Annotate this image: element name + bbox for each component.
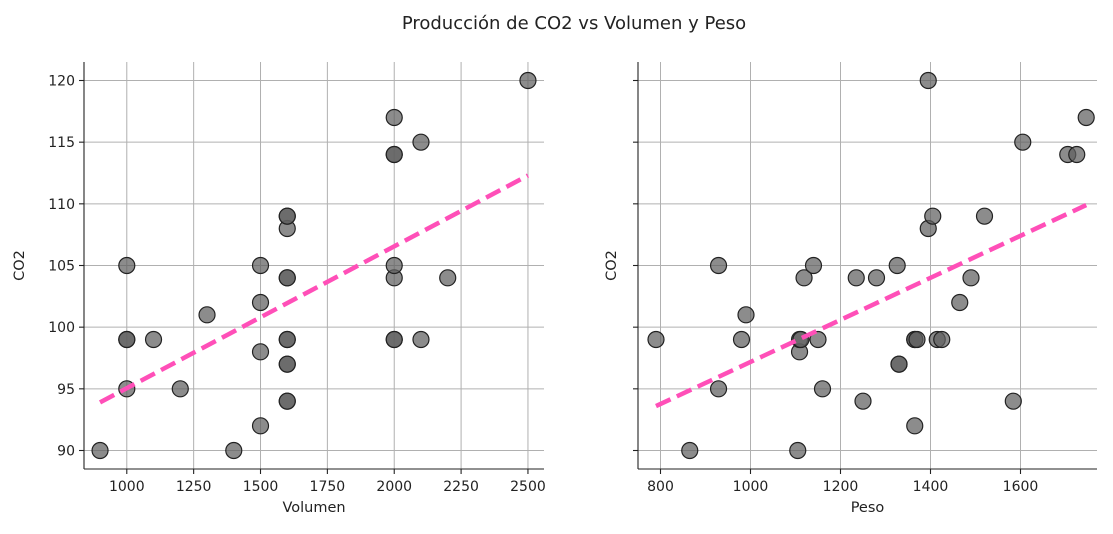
data-point bbox=[867, 269, 886, 287]
data-point bbox=[647, 330, 665, 349]
data-point bbox=[681, 441, 699, 460]
data-point bbox=[933, 330, 951, 349]
data-point bbox=[439, 269, 457, 287]
y-tick-label: 95 bbox=[57, 382, 75, 398]
trend-line bbox=[98, 173, 530, 405]
y-tick-label: 115 bbox=[48, 135, 75, 151]
data-point bbox=[1014, 133, 1032, 151]
x-tick-label: 1600 bbox=[1003, 479, 1039, 495]
data-point bbox=[924, 207, 942, 225]
data-point bbox=[251, 256, 270, 275]
data-point bbox=[737, 306, 755, 324]
x-tick-label: 2250 bbox=[443, 479, 479, 495]
data-point bbox=[1004, 392, 1022, 410]
x-tick-label: 2000 bbox=[376, 479, 412, 495]
data-point bbox=[412, 133, 430, 151]
data-point bbox=[251, 417, 270, 435]
x-tick-label: 1200 bbox=[823, 479, 859, 495]
data-point bbox=[278, 330, 296, 349]
data-point bbox=[847, 269, 865, 287]
figure-title: Producción de CO2 vs Volumen y Peso bbox=[402, 13, 746, 34]
data-point bbox=[962, 269, 980, 287]
y-tick-label: 110 bbox=[48, 197, 75, 213]
data-point bbox=[118, 256, 136, 275]
y-axis-label: CO2 bbox=[604, 250, 620, 281]
data-point bbox=[385, 145, 403, 164]
x-tick-label: 1000 bbox=[109, 479, 145, 495]
data-point bbox=[385, 256, 403, 275]
data-point bbox=[789, 441, 807, 460]
data-point bbox=[919, 71, 937, 90]
y-tick-label: 90 bbox=[57, 444, 75, 460]
data-point bbox=[709, 256, 728, 275]
y-tick-label: 100 bbox=[48, 320, 75, 336]
data-point bbox=[171, 380, 189, 398]
data-point bbox=[278, 392, 296, 410]
data-point bbox=[144, 330, 163, 349]
trend-line bbox=[655, 203, 1088, 409]
x-axis-label: Peso bbox=[851, 500, 885, 516]
data-point bbox=[1068, 145, 1086, 164]
data-point bbox=[906, 417, 924, 435]
data-point bbox=[709, 380, 728, 398]
y-tick-label: 105 bbox=[48, 259, 75, 275]
data-point bbox=[278, 355, 296, 373]
data-point bbox=[908, 330, 926, 349]
data-point bbox=[975, 207, 994, 225]
data-point bbox=[888, 256, 906, 275]
x-tick-label: 2500 bbox=[510, 479, 546, 495]
scatter-panel-peso: 800 1000 1200 1400 1600 Peso CO2 bbox=[604, 62, 1097, 516]
data-point bbox=[278, 269, 296, 287]
data-point bbox=[385, 108, 403, 127]
data-point bbox=[118, 330, 136, 349]
data-point bbox=[1077, 108, 1095, 127]
data-point bbox=[804, 256, 823, 275]
y-axis-label: CO2 bbox=[12, 250, 28, 281]
data-point bbox=[809, 330, 827, 349]
scatter-panel-volumen: 1000 1250 1500 1750 2000 2250 2500 90 95 100 105 11… bbox=[12, 62, 546, 516]
data-point bbox=[951, 293, 969, 312]
x-axis-label: Volumen bbox=[282, 500, 345, 516]
data-point bbox=[198, 306, 216, 324]
data-point bbox=[795, 269, 813, 287]
data-point bbox=[278, 207, 296, 225]
y-tick-label: 120 bbox=[48, 74, 75, 90]
data-point bbox=[251, 343, 270, 361]
x-tick-label: 1500 bbox=[243, 479, 279, 495]
data-point bbox=[251, 293, 270, 312]
x-tick-label: 800 bbox=[647, 479, 674, 495]
data-point bbox=[385, 330, 403, 349]
x-tick-label: 1250 bbox=[176, 479, 212, 495]
x-tick-label: 1400 bbox=[913, 479, 949, 495]
data-point bbox=[890, 355, 908, 373]
x-tick-label: 1750 bbox=[310, 479, 346, 495]
data-point bbox=[854, 392, 872, 410]
x-tick-label: 1000 bbox=[733, 479, 769, 495]
data-point bbox=[813, 380, 832, 398]
data-point bbox=[412, 330, 430, 349]
data-point bbox=[91, 441, 109, 460]
data-point bbox=[519, 71, 537, 90]
data-point bbox=[225, 441, 243, 460]
data-point bbox=[732, 330, 751, 349]
